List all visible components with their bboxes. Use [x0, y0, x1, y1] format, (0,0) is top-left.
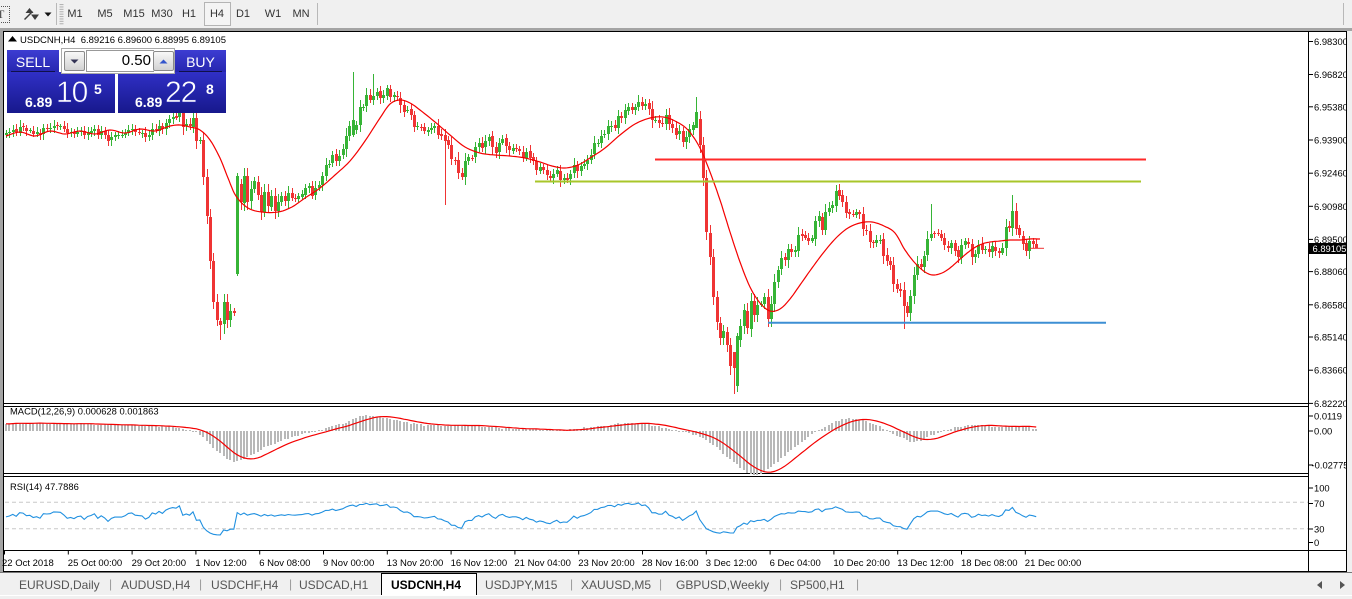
svg-text:23 Nov 20:00: 23 Nov 20:00 [578, 558, 635, 569]
svg-text:USDCNH,H4 6.89216 6.89600 6.8: USDCNH,H4 6.89216 6.89600 6.88995 6.8910… [20, 35, 226, 46]
svg-text:MACD(12,26,9) 0.000628 0.00186: MACD(12,26,9) 0.000628 0.001863 [10, 406, 159, 417]
svg-text:6.92460: 6.92460 [1314, 168, 1348, 179]
svg-text:30: 30 [1314, 524, 1324, 535]
svg-text:25 Oct 00:00: 25 Oct 00:00 [68, 558, 122, 569]
svg-text:18 Dec 08:00: 18 Dec 08:00 [961, 558, 1018, 569]
svg-text:6.86580: 6.86580 [1314, 299, 1348, 310]
svg-text:0.0119: 0.0119 [1314, 411, 1342, 422]
svg-text:6 Nov 08:00: 6 Nov 08:00 [259, 558, 310, 569]
svg-text:6.95380: 6.95380 [1314, 101, 1348, 112]
svg-text:6.83660: 6.83660 [1314, 365, 1348, 376]
svg-text:3 Dec 12:00: 3 Dec 12:00 [706, 558, 757, 569]
svg-text:6.93900: 6.93900 [1314, 135, 1348, 146]
svg-text:1 Nov 12:00: 1 Nov 12:00 [195, 558, 246, 569]
svg-text:6.88060: 6.88060 [1314, 266, 1348, 277]
svg-text:6.98300: 6.98300 [1314, 36, 1348, 47]
svg-text:6.85140: 6.85140 [1314, 332, 1348, 343]
svg-text:21 Dec 00:00: 21 Dec 00:00 [1025, 558, 1082, 569]
svg-text:21 Nov 04:00: 21 Nov 04:00 [514, 558, 571, 569]
svg-text:100: 100 [1314, 483, 1330, 494]
svg-text:6.82220: 6.82220 [1314, 398, 1348, 409]
svg-text:6.96820: 6.96820 [1314, 69, 1348, 80]
svg-text:16 Nov 12:00: 16 Nov 12:00 [451, 558, 508, 569]
svg-text:70: 70 [1314, 498, 1324, 509]
svg-text:13 Dec 12:00: 13 Dec 12:00 [897, 558, 954, 569]
svg-text:6.89105: 6.89105 [1313, 243, 1347, 254]
svg-text:29 Oct 20:00: 29 Oct 20:00 [132, 558, 186, 569]
svg-text:RSI(14) 47.7886: RSI(14) 47.7886 [10, 481, 79, 492]
svg-text:28 Nov 16:00: 28 Nov 16:00 [642, 558, 699, 569]
svg-text:0.00: 0.00 [1314, 426, 1332, 437]
svg-text:-0.027754: -0.027754 [1312, 460, 1352, 471]
svg-text:6.90980: 6.90980 [1314, 201, 1348, 212]
svg-text:0: 0 [1314, 537, 1319, 548]
svg-text:10 Dec 20:00: 10 Dec 20:00 [833, 558, 890, 569]
svg-text:22 Oct 2018: 22 Oct 2018 [2, 558, 54, 569]
svg-text:6.89500: 6.89500 [1314, 234, 1348, 245]
svg-text:6 Dec 04:00: 6 Dec 04:00 [770, 558, 821, 569]
svg-text:9 Nov 00:00: 9 Nov 00:00 [323, 558, 374, 569]
svg-text:13 Nov 20:00: 13 Nov 20:00 [387, 558, 444, 569]
